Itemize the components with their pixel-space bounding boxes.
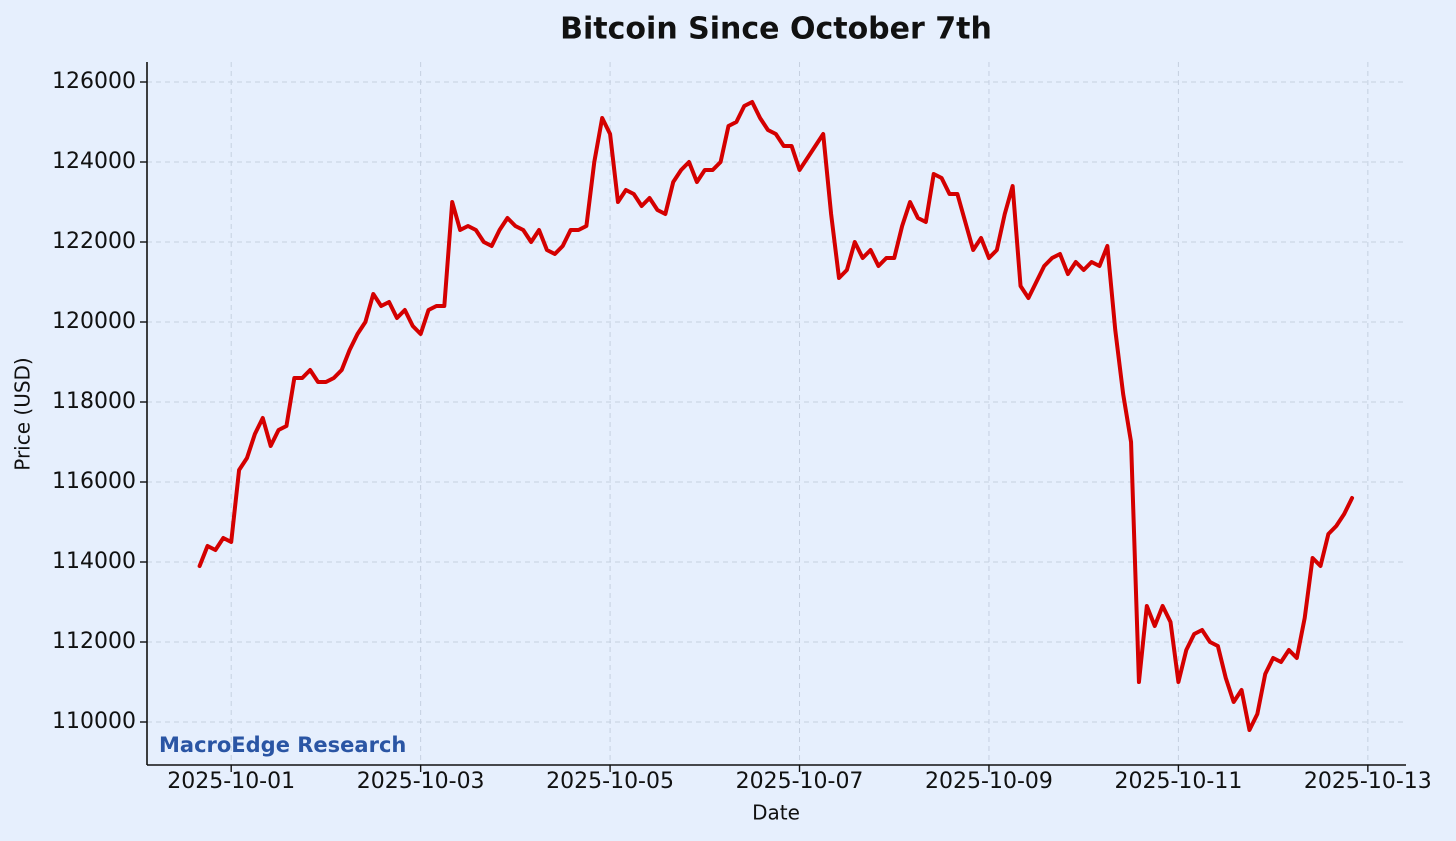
- y-tick-label: 124000: [52, 149, 136, 174]
- x-tick-label: 2025-10-03: [357, 769, 485, 794]
- x-tick-label: 2025-10-13: [1304, 769, 1432, 794]
- y-tick-label: 110000: [52, 709, 136, 734]
- price-line: [197, 100, 1355, 732]
- y-tick-label: 114000: [52, 549, 136, 574]
- watermark: MacroEdge Research: [159, 733, 406, 757]
- chart-title: Bitcoin Since October 7th: [560, 12, 992, 47]
- y-tick-label: 122000: [52, 229, 136, 254]
- x-tick-label: 2025-10-09: [925, 769, 1053, 794]
- y-tick-label: 112000: [52, 629, 136, 654]
- x-tick-label: 2025-10-01: [167, 769, 295, 794]
- y-tick-label: 118000: [52, 389, 136, 414]
- x-axis-label: Date: [752, 801, 800, 825]
- x-tick-label: 2025-10-05: [546, 769, 674, 794]
- y-tick-label: 126000: [52, 69, 136, 94]
- y-axis-label: Price (USD): [11, 357, 35, 471]
- grid: [147, 62, 1406, 765]
- x-tick-label: 2025-10-07: [736, 769, 864, 794]
- y-tick-label: 116000: [52, 469, 136, 494]
- plot: [197, 100, 1355, 732]
- y-tick-label: 120000: [52, 309, 136, 334]
- x-tick-label: 2025-10-11: [1114, 769, 1242, 794]
